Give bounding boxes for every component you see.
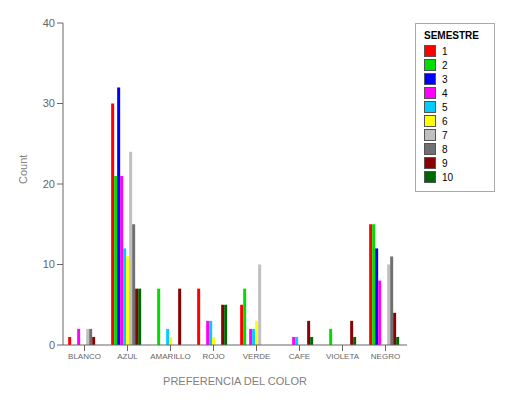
svg-text:20: 20 [43, 178, 55, 190]
html-text:9: 9 [442, 157, 448, 169]
html-text:4: 4 [442, 87, 448, 99]
svg-text:VERDE: VERDE [243, 352, 271, 361]
svg-text:ROJO: ROJO [202, 352, 224, 361]
html-text:1: 1 [442, 45, 448, 57]
html-text:2: 2 [442, 59, 448, 71]
svg-text:PREFERENCIA DEL COLOR: PREFERENCIA DEL COLOR [163, 375, 307, 387]
html-text:6: 6 [442, 115, 448, 127]
html-text:SEMESTRE: SEMESTRE [424, 30, 479, 41]
svg-text:40: 40 [43, 17, 55, 29]
html-text:3: 3 [442, 73, 448, 85]
html-text:8: 8 [442, 143, 448, 155]
html-text:7: 7 [442, 129, 448, 141]
svg-text:CAFE: CAFE [289, 352, 310, 361]
html-text:10: 10 [442, 171, 454, 183]
svg-text:10: 10 [43, 258, 55, 270]
html-text:5: 5 [442, 101, 448, 113]
svg-text:BLANCO: BLANCO [68, 352, 101, 361]
svg-text:Count: Count [17, 155, 29, 184]
svg-text:0: 0 [49, 339, 55, 351]
svg-text:30: 30 [43, 97, 55, 109]
svg-text:VIOLETA: VIOLETA [326, 352, 360, 361]
svg-text:AZUL: AZUL [117, 352, 138, 361]
svg-text:AMARILLO: AMARILLO [150, 352, 190, 361]
svg-text:NEGRO: NEGRO [371, 352, 400, 361]
